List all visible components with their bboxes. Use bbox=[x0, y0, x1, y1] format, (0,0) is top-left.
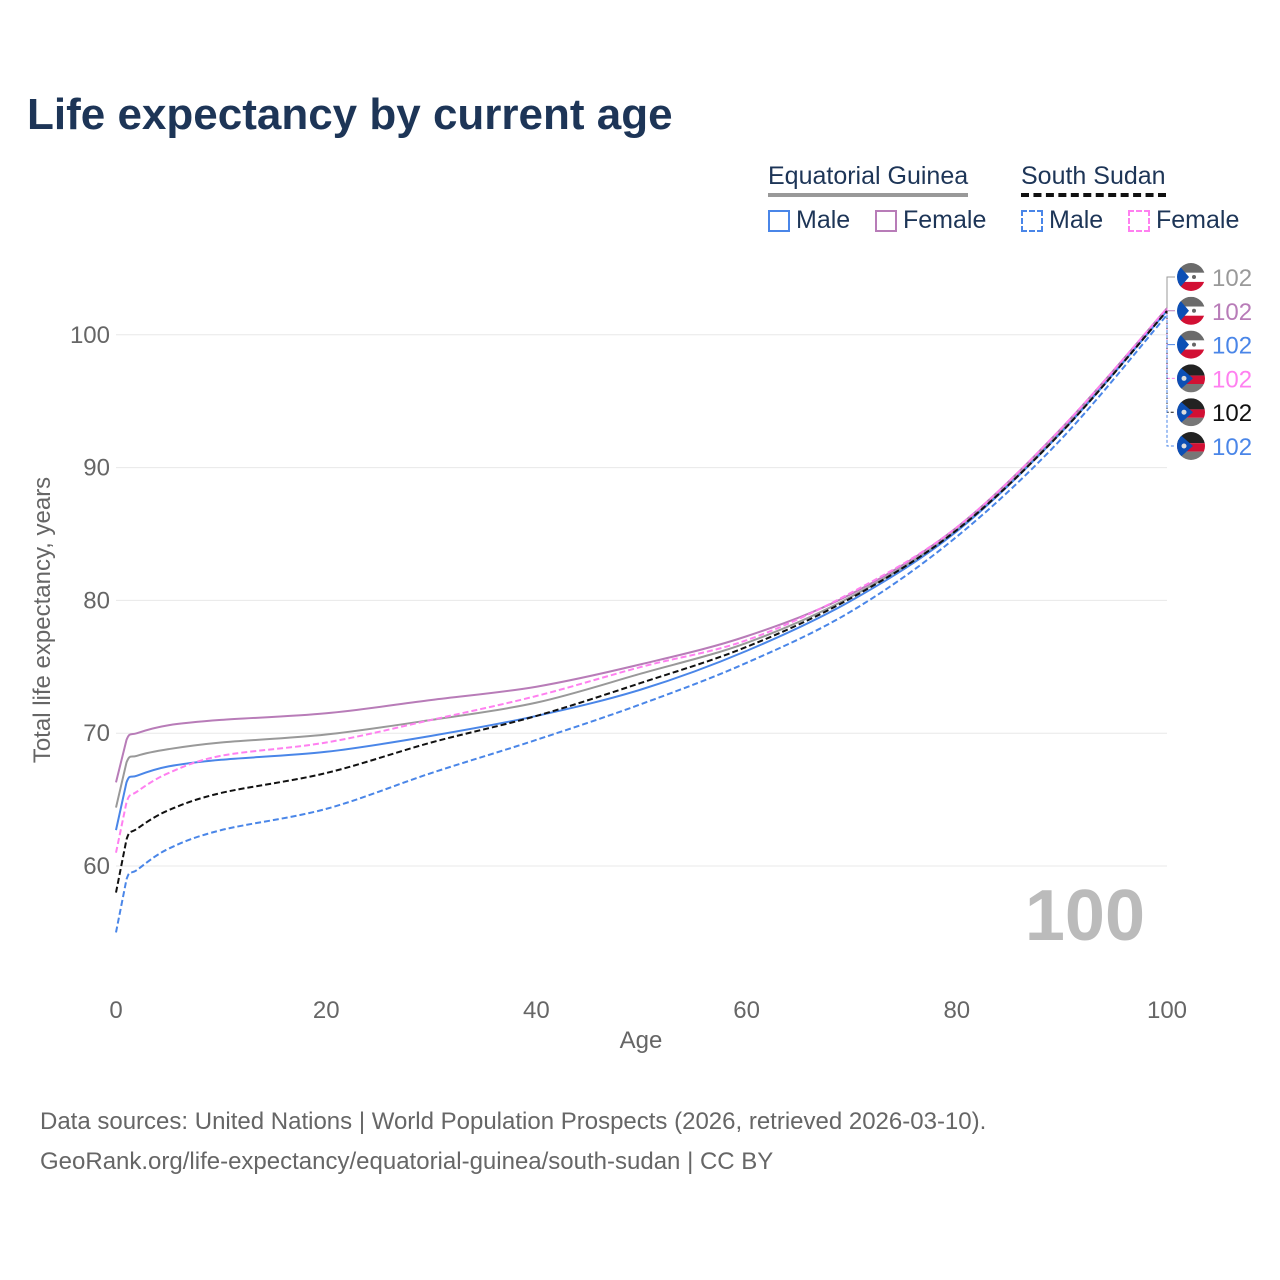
x-axis-label: Age bbox=[620, 1027, 663, 1054]
legend-swatch bbox=[1021, 209, 1043, 232]
x-tick-label: 80 bbox=[943, 997, 970, 1024]
flag-triangle bbox=[1177, 296, 1189, 325]
flag-emblem bbox=[1192, 308, 1196, 313]
flag-emblem bbox=[1192, 275, 1196, 279]
series-line-south-sudan-both- bbox=[115, 310, 1168, 893]
x-tick-label: 60 bbox=[733, 997, 760, 1024]
flag-stripe bbox=[1177, 417, 1205, 427]
legend-item-ss-male[interactable]: Male bbox=[1021, 206, 1103, 235]
south-sudan-flag-icon bbox=[1177, 432, 1205, 460]
y-tick-label: 70 bbox=[83, 720, 110, 747]
series-line-equatorial-guinea-male bbox=[115, 310, 1168, 831]
series-line-equatorial-guinea-both- bbox=[115, 307, 1168, 808]
legend-item-ss-female[interactable]: Female bbox=[1128, 206, 1239, 235]
flag-star bbox=[1181, 409, 1187, 415]
flag-stripe bbox=[1177, 384, 1205, 393]
end-label-group: 102 bbox=[1166, 263, 1252, 309]
legend-group-name: South Sudan bbox=[1021, 162, 1166, 197]
age-watermark: 100 bbox=[1025, 876, 1145, 956]
legend-swatch bbox=[875, 209, 897, 232]
flag-stripe bbox=[1177, 349, 1205, 359]
legend-label: Male bbox=[796, 206, 851, 234]
legend-label: Male bbox=[1049, 206, 1104, 234]
legend-label: Female bbox=[1156, 206, 1240, 234]
legend-item-eg-female[interactable]: Female bbox=[875, 206, 986, 235]
equatorial-guinea-flag-icon bbox=[1177, 263, 1205, 291]
flag-star bbox=[1181, 443, 1187, 449]
end-label-group: 102 bbox=[1166, 310, 1252, 360]
series-line-south-sudan-male bbox=[115, 314, 1168, 933]
flag-body bbox=[1177, 263, 1205, 291]
flag-stripe bbox=[1177, 398, 1205, 410]
y-tick-label: 80 bbox=[83, 587, 110, 614]
flag-triangle bbox=[1177, 330, 1189, 359]
line-chart: 60 70 80 90 100 0 20 40 60 80 100 100 Age Total li… bbox=[29, 263, 1252, 1054]
end-label-group: 102 bbox=[1166, 310, 1252, 427]
end-label-group: 102 bbox=[1166, 314, 1252, 461]
series-line-equatorial-guinea-female bbox=[115, 307, 1168, 783]
y-tick-label: 100 bbox=[70, 322, 110, 349]
end-value-label: 102 bbox=[1212, 366, 1252, 393]
equatorial-guinea-flag-icon bbox=[1177, 296, 1205, 325]
connector-line bbox=[1166, 310, 1175, 413]
end-value-label: 102 bbox=[1212, 434, 1252, 461]
south-sudan-flag-icon bbox=[1177, 364, 1205, 393]
flag-stripe bbox=[1177, 451, 1205, 460]
flag-body bbox=[1177, 398, 1205, 427]
flag-star bbox=[1181, 375, 1187, 381]
x-tick-label: 40 bbox=[523, 997, 550, 1024]
x-tick-label: 20 bbox=[313, 997, 340, 1024]
flag-stripe bbox=[1177, 330, 1205, 341]
x-tick-label: 0 bbox=[109, 997, 122, 1024]
flag-body bbox=[1177, 364, 1205, 393]
flag-stripe bbox=[1177, 306, 1205, 317]
equatorial-guinea-flag-icon bbox=[1177, 330, 1205, 359]
south-sudan-flag-icon bbox=[1177, 398, 1205, 427]
end-value-label: 102 bbox=[1212, 400, 1252, 427]
legend-swatch bbox=[768, 209, 790, 232]
legend-group-name: Equatorial Guinea bbox=[768, 162, 969, 197]
chart-title: Life expectancy by current age bbox=[27, 90, 673, 139]
flag-body bbox=[1177, 432, 1205, 460]
x-tick-label: 100 bbox=[1147, 997, 1187, 1024]
y-tick-label: 90 bbox=[83, 455, 110, 482]
source-line-2[interactable]: GeoRank.org/life-expectancy/equatorial-g… bbox=[40, 1148, 774, 1175]
end-value-label: 102 bbox=[1212, 265, 1252, 292]
connector-line bbox=[1166, 276, 1175, 309]
flag-emblem bbox=[1192, 342, 1196, 347]
source-line-1: Data sources: United Nations | World Pop… bbox=[40, 1108, 987, 1135]
end-value-label: 102 bbox=[1212, 333, 1252, 360]
series-line-south-sudan-female bbox=[115, 307, 1168, 853]
flag-stripe bbox=[1177, 432, 1205, 444]
connector-line bbox=[1166, 308, 1175, 379]
connector-line bbox=[1166, 310, 1175, 346]
connector-line bbox=[1166, 314, 1175, 447]
flag-body bbox=[1177, 296, 1205, 325]
flag-stripe bbox=[1177, 272, 1205, 283]
flag-triangle bbox=[1177, 263, 1189, 291]
flag-stripe bbox=[1177, 263, 1205, 273]
flag-stripe bbox=[1177, 340, 1205, 351]
legend-group-equatorial-guinea: Equatorial Guinea bbox=[768, 162, 969, 197]
flag-stripe bbox=[1177, 296, 1205, 307]
legend-item-eg-male[interactable]: Male bbox=[768, 206, 850, 235]
flag-stripe bbox=[1177, 315, 1205, 325]
legend-swatch bbox=[1128, 209, 1150, 232]
end-label-group: 102 bbox=[1166, 296, 1252, 326]
y-axis-label: Total life expectancy, years bbox=[29, 477, 56, 763]
flag-stripe bbox=[1177, 364, 1205, 376]
connector-line bbox=[1166, 308, 1175, 312]
flag-body bbox=[1177, 330, 1205, 359]
y-tick-label: 60 bbox=[83, 853, 110, 880]
legend-label: Female bbox=[903, 206, 987, 234]
legend-group-south-sudan: South Sudan bbox=[1021, 162, 1166, 197]
end-value-label: 102 bbox=[1212, 299, 1252, 326]
flag-stripe bbox=[1177, 281, 1205, 291]
